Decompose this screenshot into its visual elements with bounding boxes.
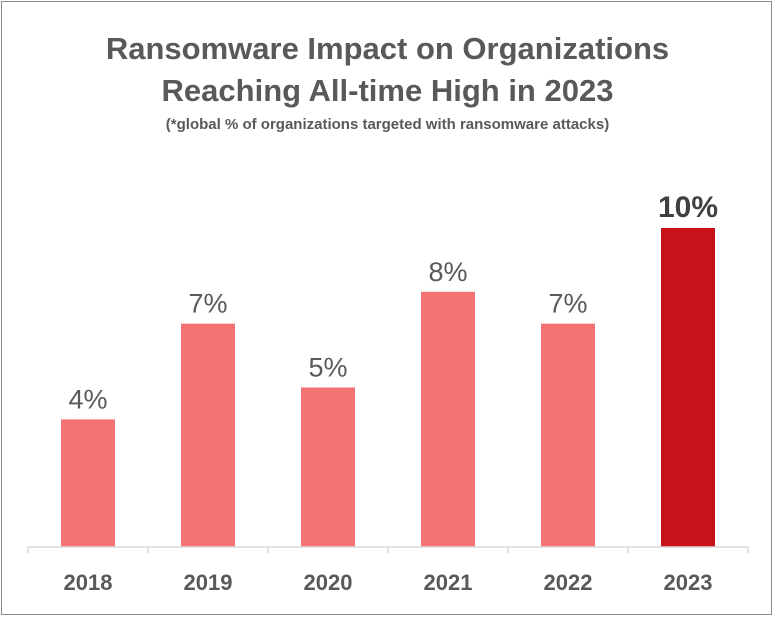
bar-2022	[541, 323, 595, 547]
chart-title-line-2: Reaching All-time High in 2023	[161, 73, 614, 108]
data-label-2021: 8%	[428, 257, 467, 287]
data-label-2022: 7%	[548, 289, 587, 319]
x-tick-label-2021: 2021	[424, 570, 473, 595]
data-label-2019: 7%	[188, 289, 227, 319]
bar-2019	[181, 323, 235, 547]
x-tick-label-2022: 2022	[544, 570, 593, 595]
data-label-2023: 10%	[658, 191, 718, 224]
bar-2023	[661, 228, 715, 547]
bar-2021	[421, 291, 475, 547]
x-tick-label-2018: 2018	[64, 570, 113, 595]
chart-subtitle: (*global % of organizations targeted wit…	[165, 116, 610, 133]
data-label-2020: 5%	[308, 353, 347, 383]
x-tick-label-2020: 2020	[304, 570, 353, 595]
x-tick-label-2019: 2019	[184, 570, 233, 595]
bar-2018	[61, 419, 115, 547]
x-tick-label-2023: 2023	[664, 570, 713, 595]
bar-2020	[301, 387, 355, 547]
chart-title-line-1: Ransomware Impact on Organizations	[105, 31, 670, 66]
data-label-2018: 4%	[68, 384, 107, 414]
